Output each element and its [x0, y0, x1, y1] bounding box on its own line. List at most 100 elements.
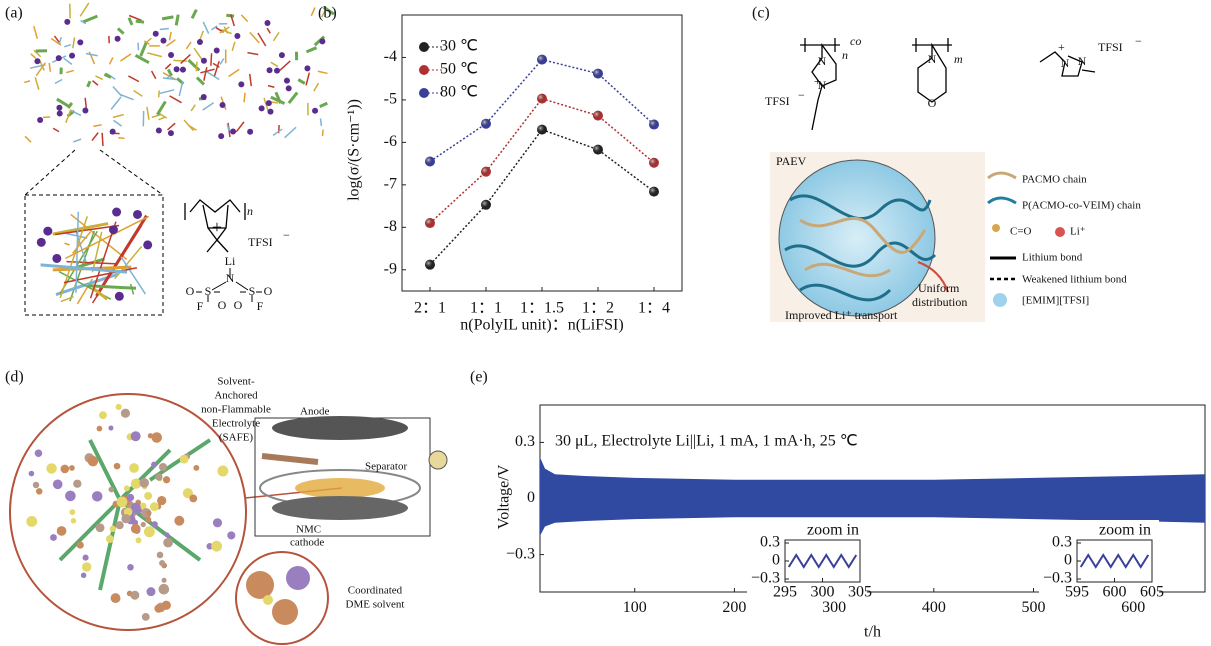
molecule: [130, 591, 139, 600]
md-stick: [35, 77, 39, 89]
md-stick: [323, 130, 324, 137]
panel-label: (d): [5, 369, 24, 386]
md-atom: [304, 65, 310, 71]
md-atom: [56, 105, 62, 111]
md-atom: [43, 227, 52, 236]
molecule: [33, 482, 39, 488]
paev-circle: [779, 160, 935, 316]
md-stick: [214, 61, 219, 76]
point-shine: [593, 145, 603, 155]
anode: [272, 416, 408, 440]
legend-text: P(ACMO-co-VEIM) chain: [1022, 200, 1141, 212]
md-stick: [258, 33, 266, 46]
md-atom: [37, 238, 46, 247]
panel-label: (a): [5, 5, 23, 22]
point-shine: [481, 167, 491, 177]
md-stick: [318, 71, 328, 73]
md-atom: [115, 36, 121, 42]
md-atom: [56, 55, 62, 61]
molecule: [146, 510, 151, 515]
series-line: [430, 99, 654, 223]
molecule: [155, 473, 162, 480]
md-stick: [250, 74, 252, 86]
md-atom: [197, 39, 203, 45]
molecule: [189, 495, 197, 503]
md-stick: [66, 110, 71, 123]
charge: −: [798, 88, 805, 102]
point-shine: [649, 187, 659, 197]
arrow-text: Uniform: [918, 281, 960, 295]
md-stick: [141, 42, 147, 56]
md-stick: [306, 48, 316, 52]
md-stick: [203, 103, 214, 110]
md-stick: [273, 32, 279, 40]
md-stick: [194, 48, 202, 59]
md-stick: [165, 64, 170, 69]
point-shine: [537, 125, 547, 135]
molecule: [124, 486, 130, 492]
md-atom: [201, 58, 207, 64]
anion: TFSI: [248, 235, 273, 249]
md-stick: [64, 45, 71, 47]
legend-key: [993, 293, 1007, 307]
molecule: [46, 463, 56, 473]
molecule: [148, 433, 153, 438]
molecule: [141, 522, 146, 527]
molecule: [57, 526, 67, 536]
x-tick-label: 300: [811, 583, 835, 600]
y-tick-label: -8: [384, 218, 397, 235]
y-tick-label: -4: [384, 48, 397, 65]
panel-label: (c): [752, 5, 770, 22]
md-stick: [110, 57, 113, 64]
legend-text: [EMIM][TFSI]: [1022, 295, 1089, 307]
atom: N: [1061, 56, 1070, 70]
y-tick-label: -9: [384, 260, 397, 277]
molecule: [131, 431, 141, 441]
molecule: [145, 517, 151, 523]
y-tick-label: 0: [772, 552, 780, 569]
md-atom: [77, 39, 83, 45]
point-shine: [593, 111, 603, 121]
md-atom: [174, 66, 180, 72]
md-atom: [153, 31, 159, 37]
md-stick: [61, 297, 74, 302]
md-stick: [244, 93, 245, 103]
md-stick: [170, 96, 182, 103]
md-stick: [118, 138, 124, 139]
molecule: [263, 595, 273, 605]
atom: N: [1078, 54, 1087, 68]
x-tick-label: 1：1: [470, 300, 502, 317]
point-shine: [537, 55, 547, 65]
legend-label: 30 ℃: [440, 38, 478, 55]
atom: F: [197, 299, 204, 313]
atom: O: [264, 284, 273, 298]
md-stick: [168, 123, 176, 130]
md-atom: [64, 19, 70, 25]
md-stick: [93, 125, 101, 127]
molecule: [152, 521, 158, 527]
molecule: [213, 518, 222, 527]
safe-text: non-Flammable: [201, 404, 271, 416]
voltage-band: [540, 457, 1205, 498]
molecule: [129, 463, 139, 473]
molecule: [272, 599, 298, 625]
md-atom: [279, 52, 285, 58]
molecule: [164, 532, 169, 537]
md-atom: [319, 38, 325, 44]
molecule: [154, 604, 163, 613]
molecule: [50, 534, 57, 541]
atom: F: [257, 299, 264, 313]
molecule: [77, 541, 84, 548]
molecule: [53, 480, 63, 490]
molecule: [163, 476, 170, 483]
x-tick-label: 400: [922, 599, 946, 616]
md-atom: [69, 53, 75, 59]
syringe: [262, 456, 318, 462]
md-atom: [234, 33, 240, 39]
md-atom: [168, 52, 174, 58]
molecule: [159, 584, 170, 595]
atom: O: [186, 284, 195, 298]
md-atom: [264, 20, 270, 26]
md-stick: [211, 53, 212, 66]
series-line: [430, 130, 654, 265]
